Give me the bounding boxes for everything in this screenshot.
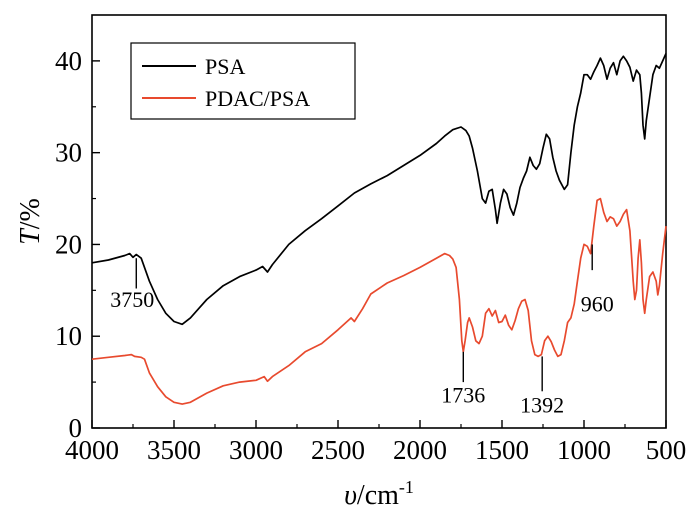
series-layer [91, 53, 667, 405]
y-tick-label-40: 40 [55, 46, 82, 76]
x-axis: 4000 3500 3000 2500 2000 1500 1000 500 [65, 420, 686, 465]
legend-label-psa: PSA [205, 54, 245, 79]
series-line-pdac-psa [91, 197, 667, 405]
y-tick-label-30: 30 [55, 138, 82, 168]
y-axis-title: T/% [15, 198, 46, 245]
x-axis-symbol: υ [344, 480, 357, 511]
x-tick-label-1000: 1000 [557, 435, 611, 465]
annotation-layer: 3750 1736 1392 960 [110, 244, 614, 417]
y-axis: 0 10 20 30 40 [55, 46, 100, 443]
annotation-label-960: 960 [581, 291, 614, 316]
x-axis-unit: /cm [357, 480, 399, 511]
x-tick-label-500: 500 [646, 435, 687, 465]
x-tick-label-1500: 1500 [475, 435, 529, 465]
annotation-label-1736: 1736 [441, 382, 485, 407]
annotation-label-1392: 1392 [520, 392, 564, 417]
y-axis-symbol: T [15, 227, 46, 245]
x-tick-label-3000: 3000 [229, 435, 283, 465]
series-line-psa [91, 53, 667, 326]
legend: PSA PDAC/PSA [130, 42, 356, 120]
x-axis-title: υ/cm-1 [344, 477, 414, 511]
legend-label-pdac-psa: PDAC/PSA [205, 86, 310, 111]
x-tick-label-2500: 2500 [311, 435, 365, 465]
x-tick-label-4000: 4000 [65, 435, 119, 465]
x-tick-label-3500: 3500 [147, 435, 201, 465]
x-axis-unit-exponent: -1 [399, 477, 414, 497]
y-tick-label-0: 0 [69, 413, 83, 443]
y-tick-label-10: 10 [55, 321, 82, 351]
y-axis-unit: /% [15, 198, 46, 229]
x-tick-label-2000: 2000 [393, 435, 447, 465]
annotation-label-3750: 3750 [110, 287, 154, 312]
y-tick-label-20: 20 [55, 229, 82, 259]
legend-box [130, 42, 356, 120]
